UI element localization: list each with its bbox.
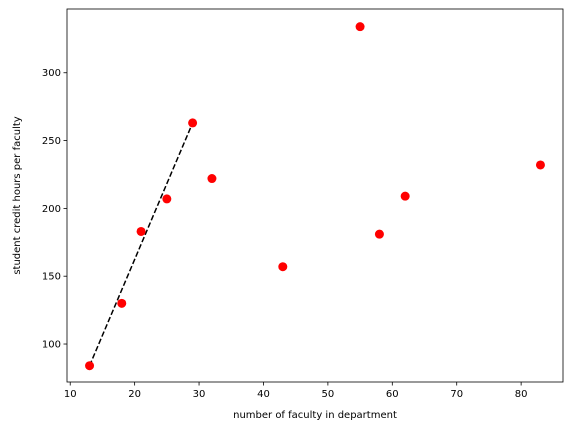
data-point — [355, 22, 365, 32]
data-point — [207, 174, 217, 184]
data-point — [278, 262, 288, 272]
x-tick-label: 50 — [322, 389, 335, 400]
x-tick-label: 20 — [128, 389, 141, 400]
plot-frame — [66, 8, 564, 383]
data-point — [162, 194, 172, 204]
trend-line — [88, 122, 194, 367]
y-tick-label: 100 — [42, 340, 61, 351]
data-point — [400, 191, 410, 201]
data-point — [85, 361, 95, 371]
x-tick-label: 80 — [515, 389, 528, 400]
data-point — [136, 226, 146, 236]
data-point — [535, 160, 545, 170]
x-tick-label: 10 — [64, 389, 77, 400]
y-axis-label: student credit hours per faculty — [12, 116, 23, 274]
data-point — [188, 118, 198, 128]
y-tick-label: 200 — [42, 204, 61, 215]
x-tick-label: 30 — [193, 389, 206, 400]
x-tick-label: 40 — [257, 389, 270, 400]
data-point — [374, 229, 384, 239]
x-axis-ticks: 10 20 30 40 50 60 70 80 — [64, 382, 528, 400]
x-axis-label: number of faculty in department — [233, 410, 397, 421]
data-point — [117, 298, 127, 308]
plot-marks — [85, 22, 545, 371]
y-tick-label: 300 — [42, 68, 61, 79]
y-axis-ticks: 100 150 200 250 300 — [42, 68, 67, 351]
y-tick-label: 150 — [42, 272, 61, 283]
x-tick-label: 60 — [386, 389, 399, 400]
y-tick-label: 250 — [42, 136, 61, 147]
x-tick-label: 70 — [450, 389, 463, 400]
